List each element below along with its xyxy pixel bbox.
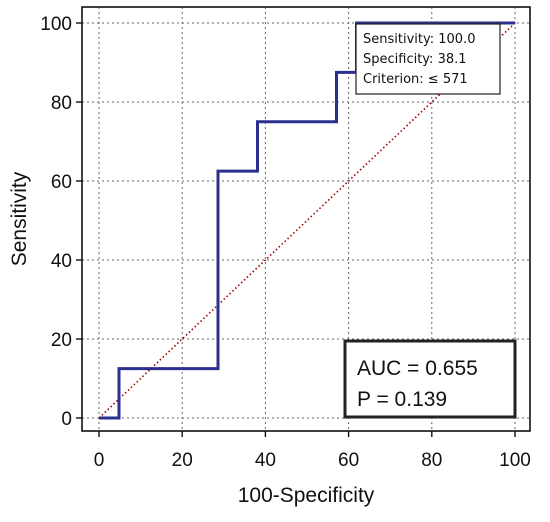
- x-tick-label-5: 100: [499, 450, 531, 471]
- grid-lines: [82, 7, 530, 431]
- auc-box-frame: [343, 339, 517, 419]
- y-tick-label-3: 60: [51, 172, 72, 193]
- x-tick-label-2: 40: [255, 450, 276, 471]
- p-value: P = 0.139: [357, 388, 447, 411]
- criterion-box-frame: [355, 23, 501, 95]
- auc-value: AUC = 0.655: [357, 357, 478, 380]
- auc-box: AUC = 0.655 P = 0.139: [343, 339, 517, 419]
- y-axis-title: Sensitivity: [8, 171, 31, 266]
- plot-frame: [81, 6, 531, 432]
- x-tick-label-3: 60: [338, 450, 359, 471]
- axis-ticks: 0 20 40 60 80 100 0 20 40 60 80 100: [40, 14, 531, 471]
- criterion-line-specificity: Specificity: 38.1: [363, 52, 467, 67]
- y-tick-label-4: 80: [51, 93, 72, 114]
- y-tick-label-2: 40: [51, 251, 72, 272]
- criterion-line-criterion: Criterion: ≤ 571: [363, 72, 468, 87]
- y-tick-label-5: 100: [40, 14, 72, 35]
- x-tick-label-4: 80: [421, 450, 442, 471]
- y-tick-label-1: 20: [51, 330, 72, 351]
- y-tick-label-0: 0: [61, 409, 72, 430]
- criterion-line-sensitivity: Sensitivity: 100.0: [363, 32, 475, 47]
- x-tick-label-0: 0: [94, 450, 105, 471]
- x-tick-label-1: 20: [172, 450, 193, 471]
- criterion-box: Sensitivity: 100.0 Specificity: 38.1 Cri…: [355, 23, 501, 95]
- x-axis-title: 100-Specificity: [238, 484, 375, 507]
